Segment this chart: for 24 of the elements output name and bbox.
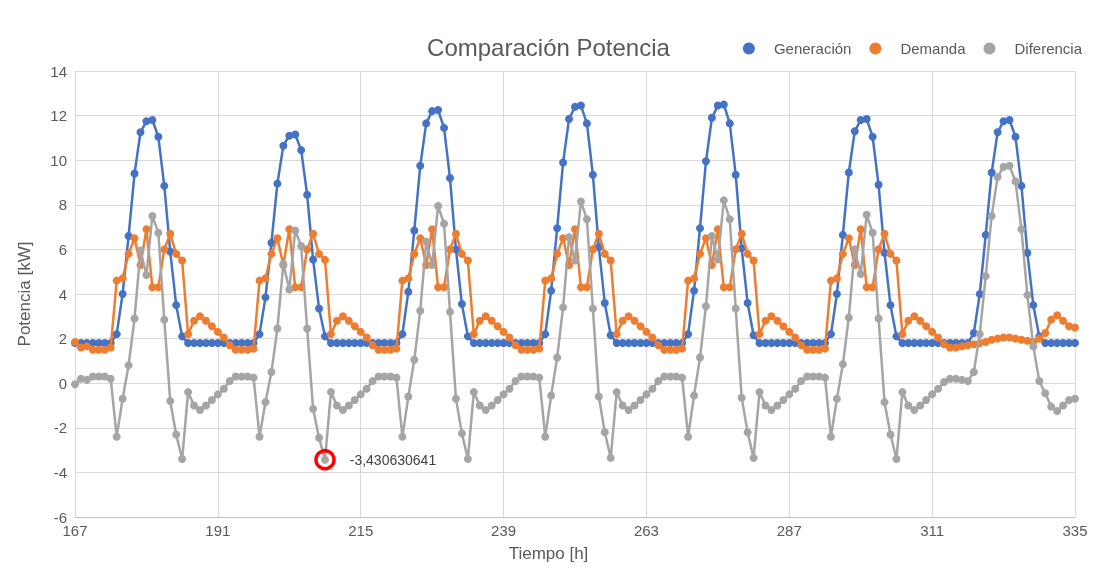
x-axis-title: Tiempo [h]	[508, 544, 589, 563]
x-tick-label: 239	[491, 522, 517, 539]
x-tick-label: 191	[205, 522, 231, 539]
y-tick-label: 4	[58, 285, 67, 303]
y-tick-label: 10	[50, 151, 67, 169]
x-tick-label: 311	[920, 522, 945, 539]
y-tick-label: 8	[58, 196, 67, 214]
y-tick-label: 0	[58, 374, 67, 392]
legend-label: Diferencia	[1014, 40, 1083, 57]
legend-label: Generación	[773, 40, 852, 57]
y-tick-label: 12	[50, 107, 67, 125]
y-tick-label: -2	[53, 419, 67, 437]
y-tick-label: -4	[53, 463, 67, 481]
annotation: -3,430630641	[349, 451, 437, 468]
x-tick-label: 263	[633, 522, 659, 539]
x-tick-label: 335	[1062, 522, 1088, 539]
y-axis-title: Potencia [kW]	[15, 241, 34, 347]
x-tick-label: 215	[348, 522, 374, 539]
y-tick-label: 6	[58, 240, 67, 258]
x-tick-label: 287	[776, 522, 802, 539]
y-tick-label: 14	[50, 62, 67, 80]
chart-title: Comparación Potencia	[427, 33, 671, 61]
legend-label: Demanda	[900, 40, 967, 57]
y-tick-label: 2	[58, 330, 67, 348]
